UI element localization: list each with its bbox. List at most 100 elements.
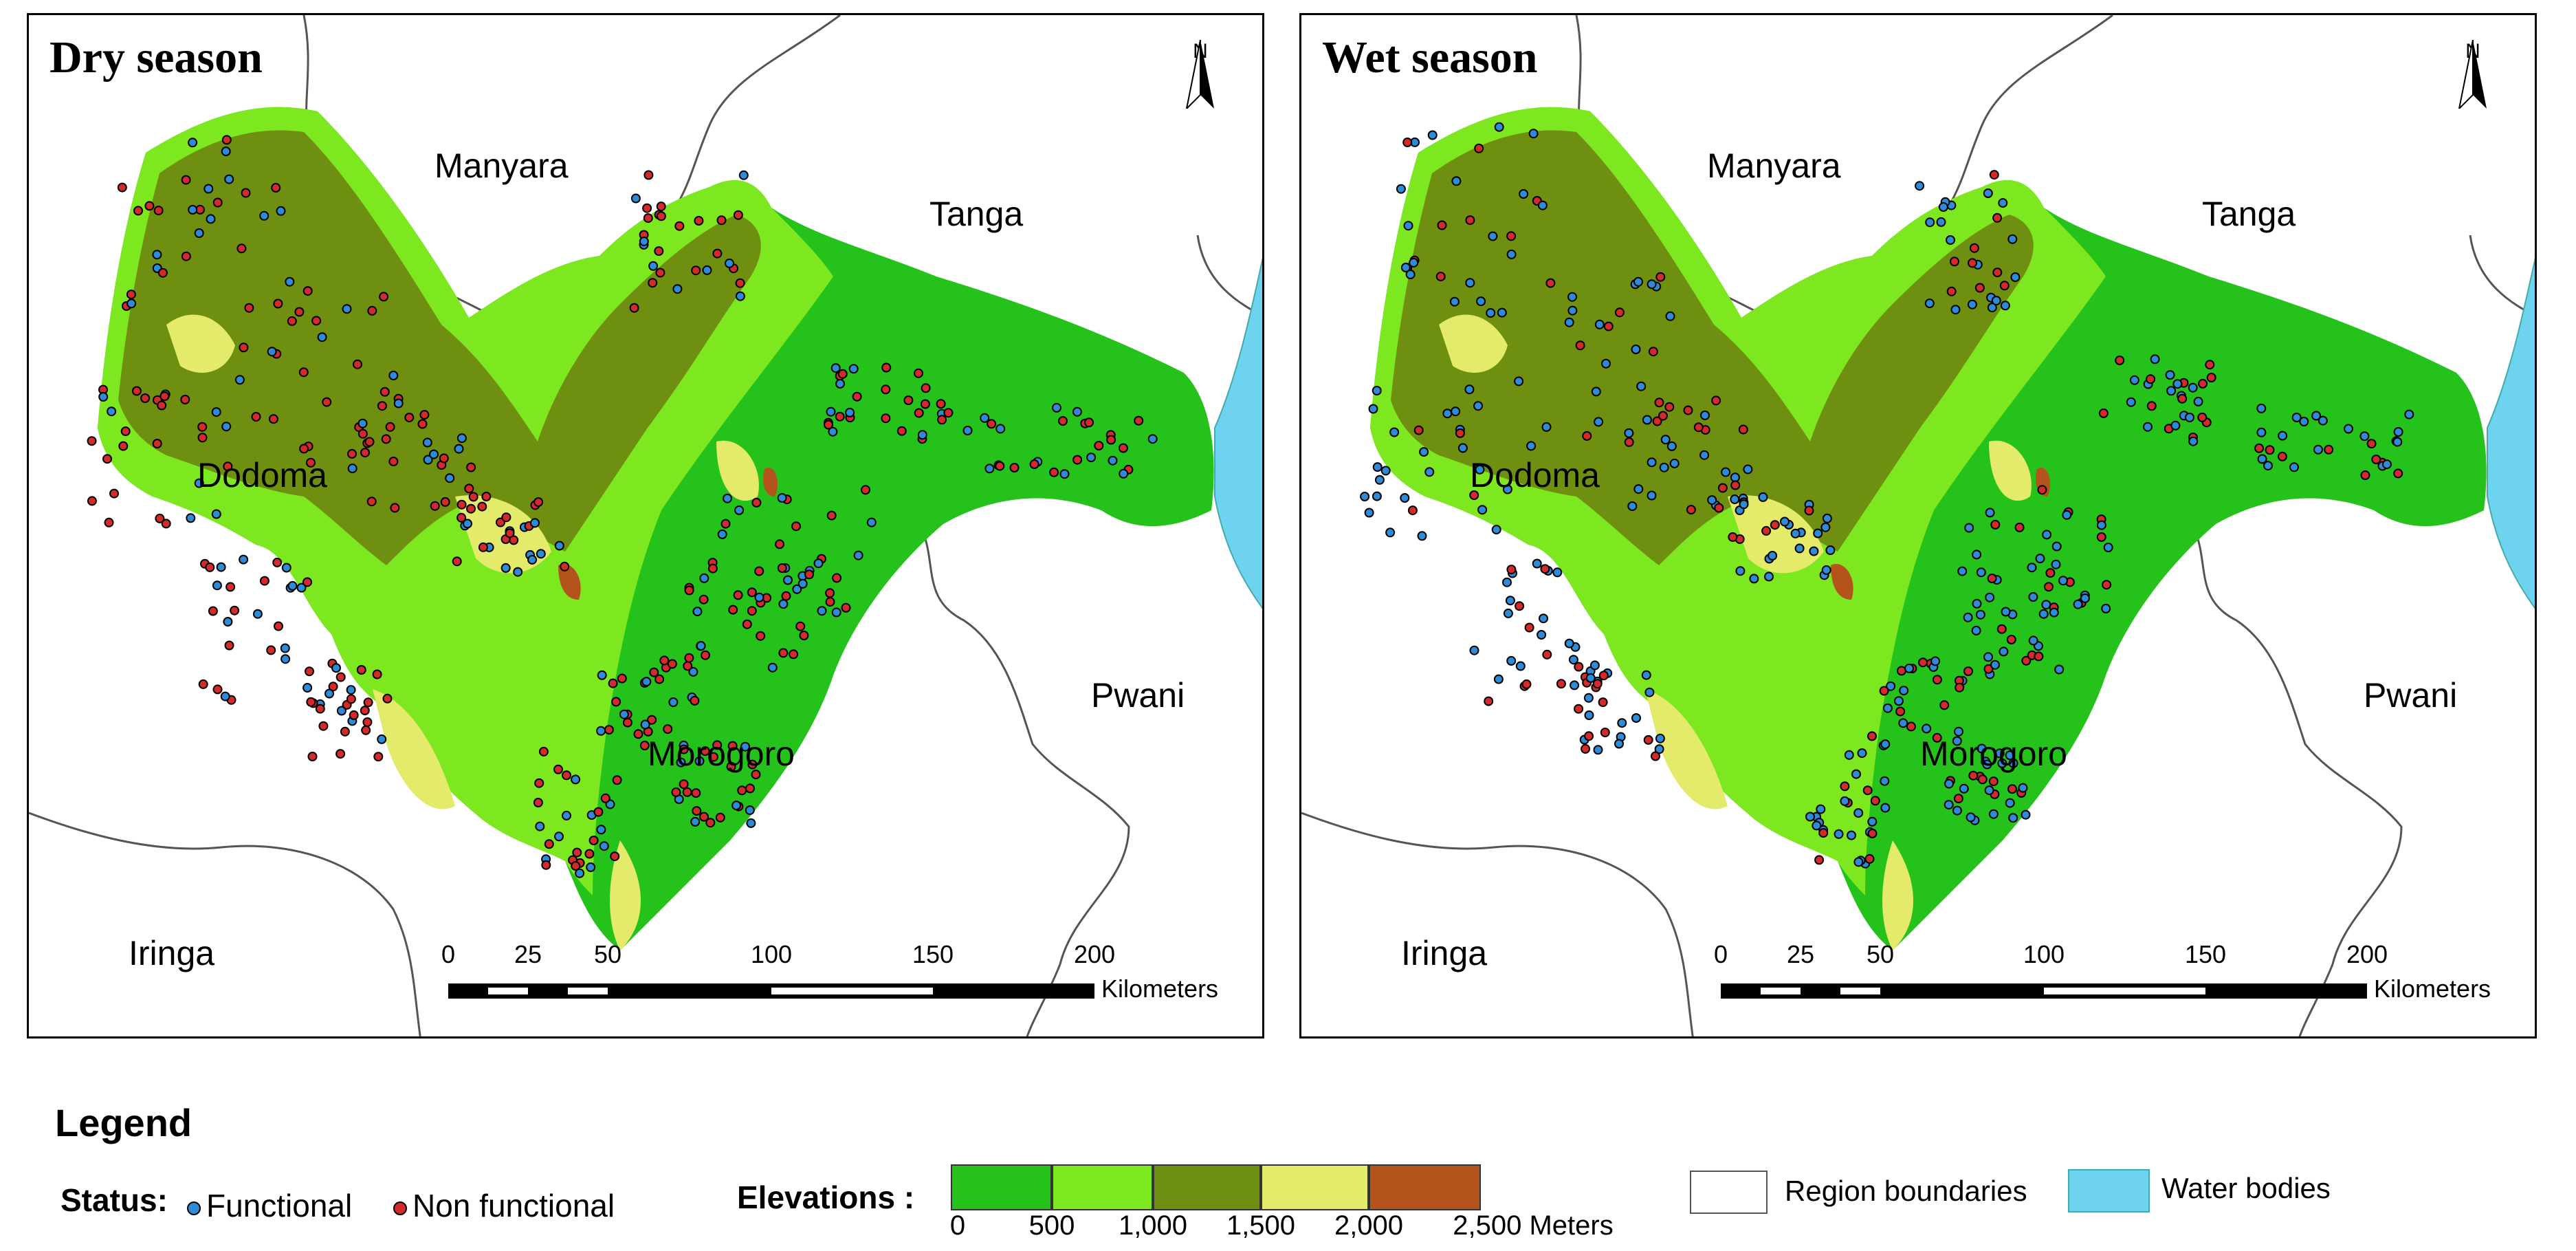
functional-point [2038, 609, 2049, 619]
water-body-ocean [1214, 257, 1262, 609]
non-functional-point [2006, 635, 2016, 644]
non-functional-point [903, 395, 914, 405]
functional-point [1647, 279, 1657, 290]
functional-point [1647, 457, 1657, 468]
non-functional-point [1542, 649, 1552, 660]
non-functional-point [501, 512, 511, 523]
functional-point [2278, 431, 2288, 441]
non-functional-point [2146, 374, 2156, 384]
functional-point [1400, 493, 1410, 503]
non-functional-point [1592, 679, 1603, 689]
elevation-tick: 0 [949, 1210, 966, 1241]
functional-point [641, 677, 652, 687]
functional-point [777, 493, 787, 503]
functional-point [1853, 808, 1864, 818]
non-functional-point [751, 770, 761, 780]
functional-point [1614, 739, 1624, 749]
non-functional-point [2007, 784, 2017, 794]
functional-point [2018, 783, 2028, 793]
non-functional-point [610, 851, 620, 862]
non-functional-point [335, 749, 346, 759]
functional-point [980, 413, 990, 423]
non-functional-point [349, 710, 359, 720]
non-functional-point [2115, 356, 2125, 365]
functional-point [1976, 567, 1986, 578]
non-functional-point [1407, 505, 1418, 516]
functional-point [2299, 417, 2309, 426]
non-functional-point [691, 788, 701, 798]
functional-point [1985, 508, 1995, 518]
functional-point [1400, 263, 1411, 272]
elevation-tick: 1,500 [1226, 1210, 1296, 1241]
functional-point [188, 205, 198, 215]
non-functional-point [244, 303, 254, 313]
functional-point [2042, 530, 2052, 540]
non-functional-point [307, 752, 318, 761]
non-functional-point [2197, 412, 2208, 422]
functional-point [1882, 703, 1893, 713]
functional-point [1847, 830, 1856, 840]
non-functional-point [236, 243, 247, 254]
non-functional-point [600, 793, 610, 803]
scale-tick: 100 [750, 940, 793, 968]
non-functional-point [1515, 601, 1525, 611]
functional-point [1526, 441, 1537, 451]
non-functional-point [2096, 532, 2106, 542]
functional-point [194, 228, 204, 238]
functional-point [717, 529, 727, 539]
non-functional-point [1118, 443, 1128, 453]
functional-point [797, 578, 808, 589]
functional-point [1655, 733, 1665, 743]
non-functional-point [335, 672, 346, 682]
functional-point [848, 364, 859, 374]
functional-point [1780, 516, 1790, 527]
legend-title: Legend [55, 1101, 192, 1144]
non-functional-point [273, 298, 283, 309]
functional-point [866, 517, 877, 527]
functional-point [2035, 554, 2045, 564]
functional-point [1647, 490, 1657, 501]
non-functional-point [735, 278, 745, 288]
non-functional-point [663, 724, 673, 735]
non-functional-point [181, 251, 191, 261]
functional-point [1987, 303, 1997, 313]
functional-point [1983, 188, 1993, 198]
functional-point [1564, 638, 1574, 649]
functional-point [586, 862, 596, 872]
functional-point [1975, 609, 1985, 620]
functional-point [2005, 798, 2015, 808]
non-functional-point [1953, 794, 1963, 804]
functional-point [2188, 382, 2198, 393]
non-functional-point [315, 704, 325, 714]
non-functional-point [699, 812, 709, 822]
functional-point [1528, 129, 1539, 139]
functional-dot-icon [187, 1201, 201, 1215]
functional-point [377, 734, 387, 744]
non-functional-point [707, 563, 718, 574]
functional-point [1475, 464, 1485, 475]
non-functional-point [87, 496, 97, 506]
non-functional-point [1106, 435, 1116, 445]
non-functional-point [259, 576, 269, 586]
functional-point [639, 237, 649, 246]
functional-point [1541, 422, 1552, 432]
region-label-morogoro: Morogoro [1920, 735, 2067, 773]
functional-point [830, 363, 841, 373]
non-functional-point [775, 539, 784, 550]
non-functional-point [747, 759, 758, 770]
non-functional-point [382, 693, 393, 704]
non-functional-point [1686, 505, 1696, 515]
non-functional-point [1717, 483, 1728, 493]
functional-point [1636, 381, 1647, 391]
non-functional-point [643, 213, 653, 224]
functional-point [252, 609, 263, 619]
functional-point [2008, 758, 2018, 768]
non-functional-point [728, 605, 738, 615]
functional-point [1449, 296, 1460, 307]
scale-tick: 25 [514, 940, 542, 968]
functional-point [1730, 494, 1740, 504]
non-functional-point [841, 602, 851, 613]
non-functional-point [2098, 408, 2109, 418]
functional-point [1967, 299, 1977, 309]
functional-point [388, 371, 399, 380]
